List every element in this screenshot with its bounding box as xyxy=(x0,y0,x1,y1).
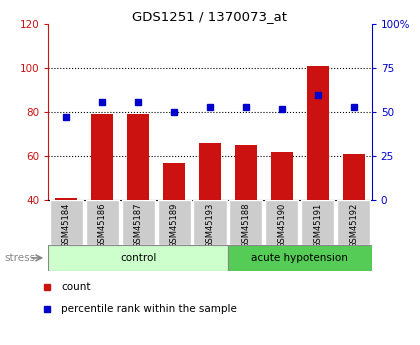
Bar xyxy=(343,154,365,200)
Bar xyxy=(199,143,221,200)
Text: GSM45192: GSM45192 xyxy=(349,202,358,248)
Title: GDS1251 / 1370073_at: GDS1251 / 1370073_at xyxy=(132,10,288,23)
Bar xyxy=(92,114,113,200)
Text: GSM45190: GSM45190 xyxy=(277,202,286,248)
Bar xyxy=(301,200,334,245)
Text: percentile rank within the sample: percentile rank within the sample xyxy=(61,304,237,314)
Bar xyxy=(228,245,372,271)
Text: GSM45189: GSM45189 xyxy=(170,202,178,248)
Bar xyxy=(337,200,370,245)
Bar xyxy=(127,114,149,200)
Text: GSM45184: GSM45184 xyxy=(62,202,71,248)
Text: count: count xyxy=(61,282,91,292)
Text: GSM45188: GSM45188 xyxy=(241,202,250,248)
Text: acute hypotension: acute hypotension xyxy=(252,253,348,263)
Bar xyxy=(55,198,77,200)
Bar xyxy=(158,200,191,245)
Text: control: control xyxy=(120,253,156,263)
Bar xyxy=(194,200,226,245)
Text: GSM45193: GSM45193 xyxy=(205,202,215,248)
Text: GSM45191: GSM45191 xyxy=(313,202,322,248)
Bar xyxy=(86,200,119,245)
Bar xyxy=(229,200,262,245)
Bar xyxy=(235,145,257,200)
Text: stress: stress xyxy=(4,253,35,263)
Bar xyxy=(307,66,328,200)
Bar xyxy=(271,152,293,200)
Bar xyxy=(50,200,83,245)
Bar xyxy=(48,245,228,271)
Bar xyxy=(163,163,185,200)
Text: GSM45187: GSM45187 xyxy=(134,202,143,248)
Text: GSM45186: GSM45186 xyxy=(98,202,107,248)
Bar xyxy=(122,200,155,245)
Bar xyxy=(265,200,298,245)
